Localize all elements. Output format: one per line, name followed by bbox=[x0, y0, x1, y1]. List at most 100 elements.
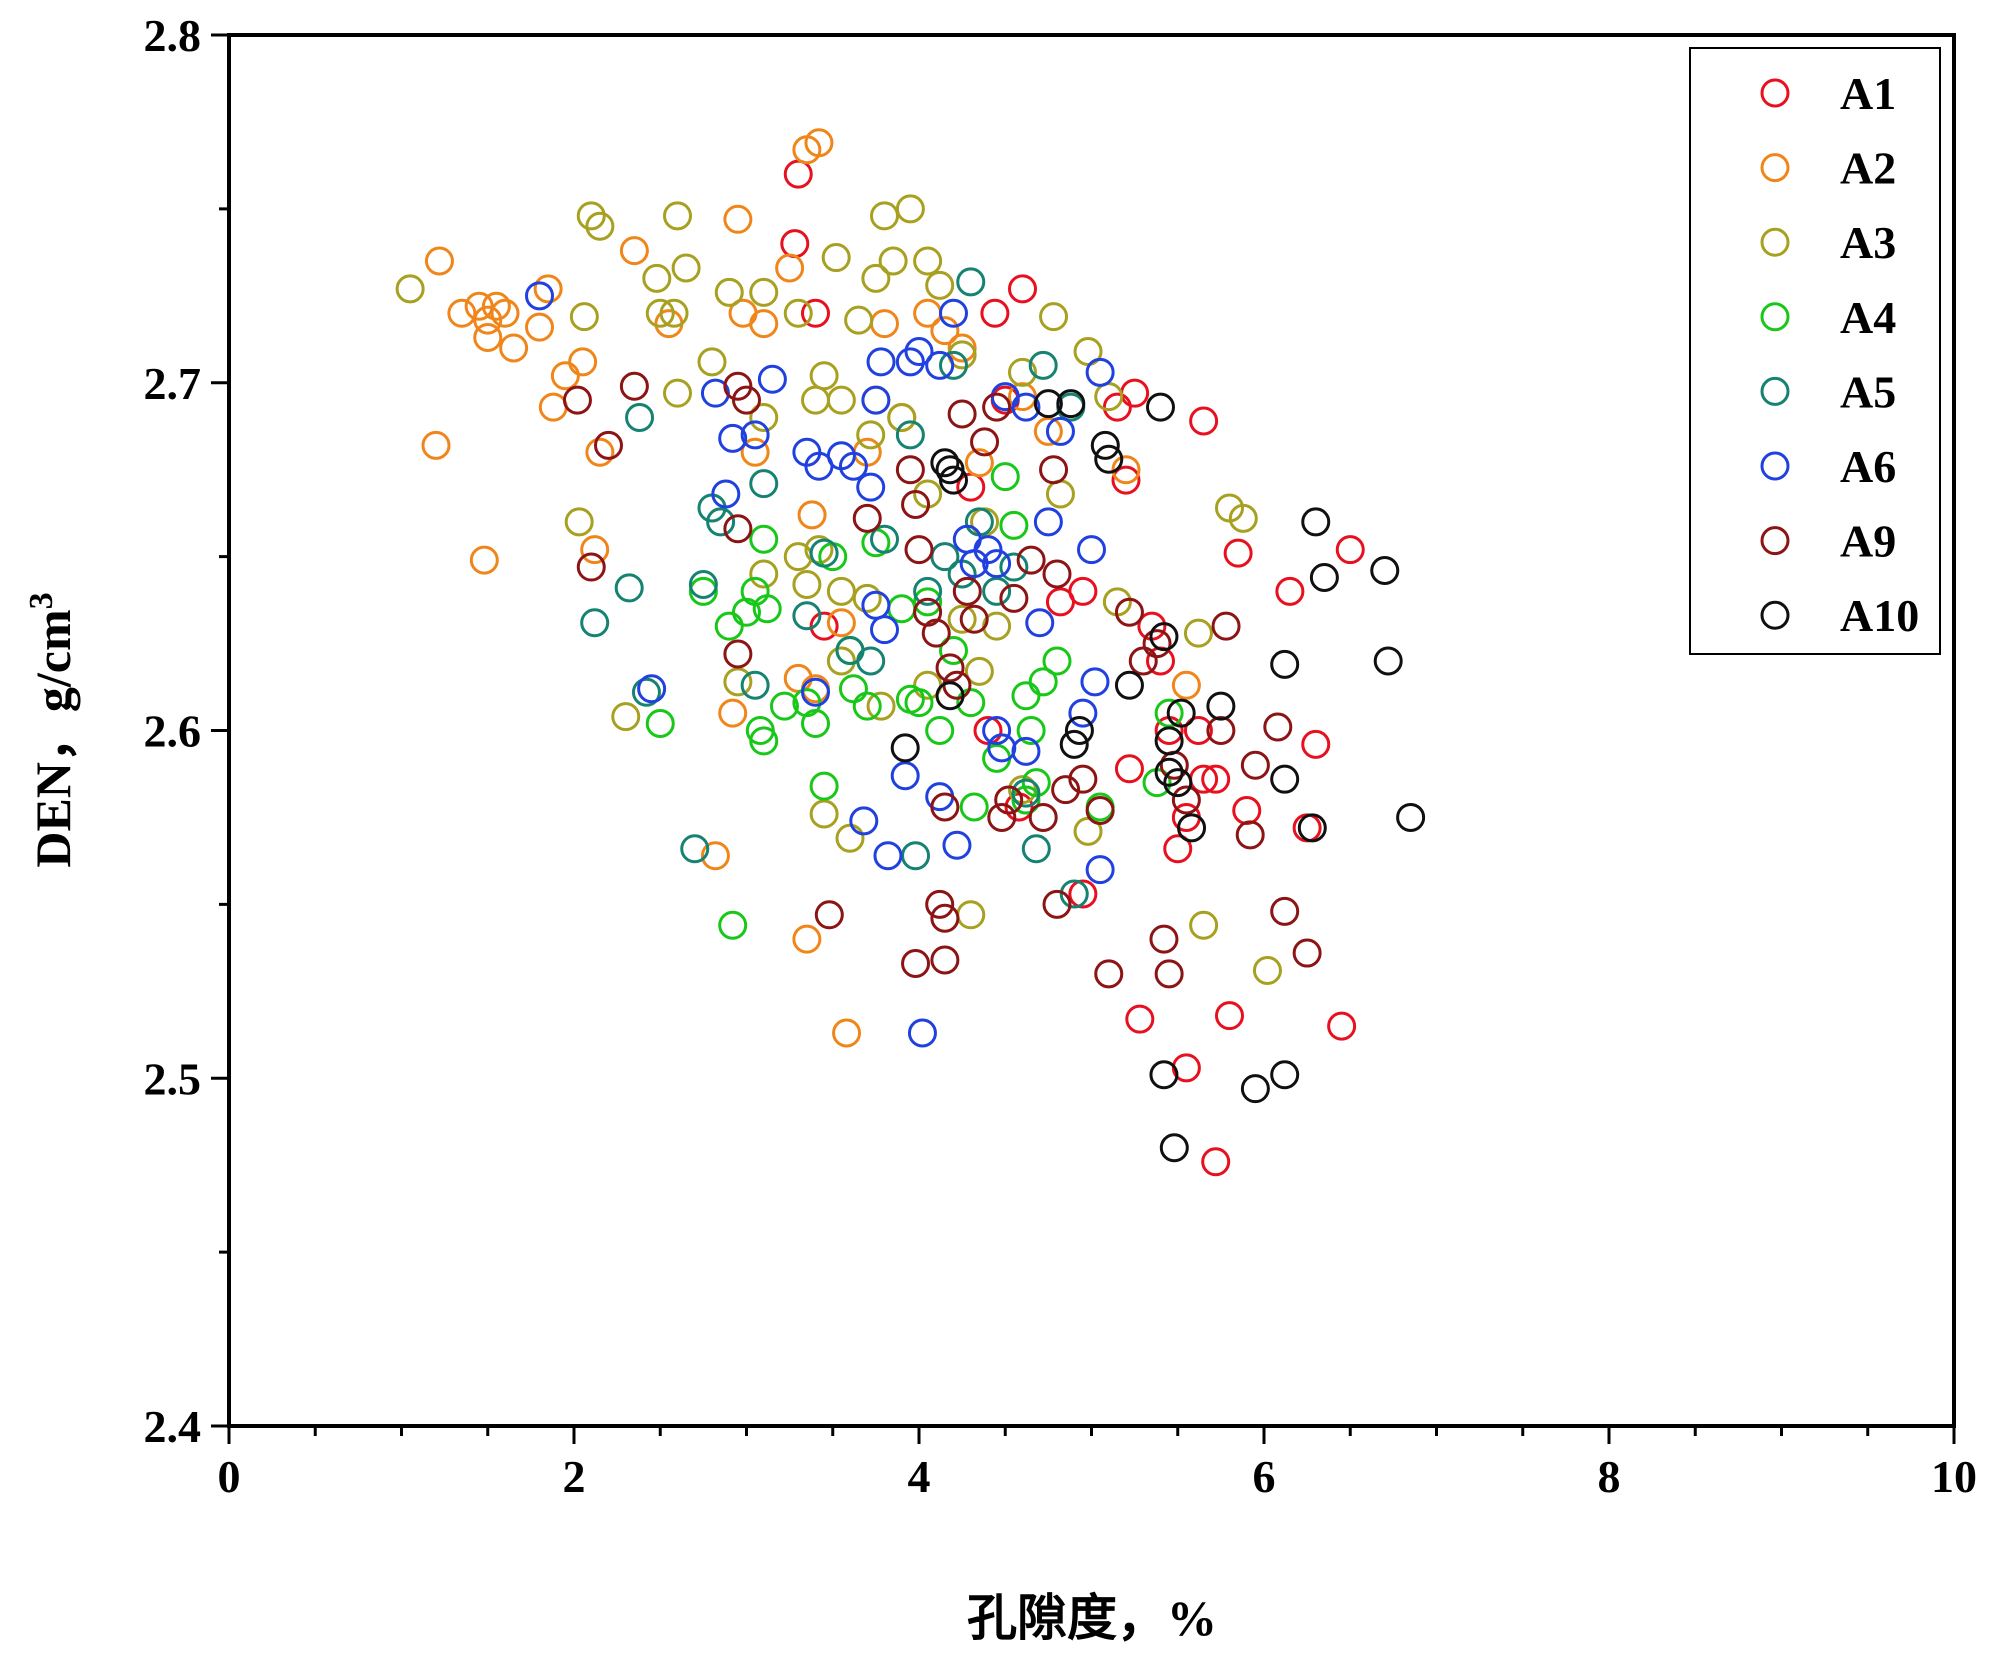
data-point-a9 bbox=[1094, 959, 1124, 989]
data-point-a2 bbox=[499, 333, 529, 363]
legend-label: A2 bbox=[1840, 143, 1896, 194]
y-tick-labels: 2.4 2.5 2.6 2.7 2.8 bbox=[144, 10, 202, 1452]
data-point-a9 bbox=[930, 903, 960, 933]
data-point-a9 bbox=[1085, 795, 1115, 825]
data-point-a9 bbox=[921, 618, 951, 648]
data-point-a10 bbox=[1146, 392, 1175, 422]
y-axis-title: DEN，g/cm3 bbox=[23, 592, 81, 867]
y-axis-title-main: DEN，g/cm bbox=[25, 609, 81, 867]
data-point-a3 bbox=[714, 277, 744, 307]
data-point-a9 bbox=[994, 785, 1024, 815]
data-point-a9 bbox=[1263, 712, 1293, 742]
data-point-a6 bbox=[982, 716, 1012, 745]
data-point-a9 bbox=[723, 639, 753, 669]
data-point-a9 bbox=[1142, 629, 1172, 659]
data-point-a3 bbox=[564, 507, 594, 537]
data-point-a9 bbox=[1206, 716, 1236, 745]
data-point-a6 bbox=[838, 451, 868, 481]
data-point-a9 bbox=[594, 430, 623, 460]
data-point-a5 bbox=[749, 469, 779, 499]
data-point-a4 bbox=[714, 611, 744, 641]
data-point-a3 bbox=[1252, 955, 1282, 985]
data-point-a2 bbox=[1033, 416, 1063, 446]
data-point-a5 bbox=[1021, 834, 1051, 864]
data-point-a9 bbox=[959, 604, 989, 634]
data-point-a9 bbox=[1114, 597, 1144, 627]
data-point-a9 bbox=[901, 489, 931, 519]
data-point-a2 bbox=[740, 437, 770, 467]
data-point-a6 bbox=[1011, 736, 1041, 766]
data-point-a1 bbox=[1335, 535, 1365, 565]
legend-marker bbox=[1760, 600, 1790, 630]
data-point-a10 bbox=[1297, 813, 1327, 843]
data-point-a10 bbox=[1033, 389, 1063, 419]
data-point-a10 bbox=[1166, 698, 1196, 728]
data-point-a4 bbox=[1011, 681, 1041, 711]
data-point-a9 bbox=[935, 653, 965, 683]
data-point-a4 bbox=[801, 709, 830, 739]
data-point-a3 bbox=[663, 378, 692, 408]
data-point-a6 bbox=[1085, 357, 1115, 387]
data-point-a3 bbox=[913, 246, 943, 276]
data-point-a5 bbox=[870, 524, 899, 554]
data-point-a5 bbox=[939, 350, 968, 380]
data-point-a5 bbox=[631, 677, 661, 707]
data-point-a9 bbox=[723, 371, 753, 401]
legend-marker bbox=[1760, 153, 1790, 183]
data-point-a10 bbox=[1301, 507, 1331, 537]
data-point-a9 bbox=[1171, 785, 1201, 815]
data-point-a5 bbox=[614, 573, 644, 603]
legend-item-a2: A2 bbox=[1760, 143, 1896, 194]
data-point-a6 bbox=[718, 423, 748, 453]
data-point-a3 bbox=[895, 194, 925, 224]
data-point-a9 bbox=[987, 802, 1017, 832]
data-point-a3 bbox=[826, 576, 856, 606]
data-point-a6 bbox=[861, 385, 891, 415]
legend-label: A3 bbox=[1840, 217, 1896, 268]
data-point-a2 bbox=[1171, 670, 1201, 700]
data-point-a4 bbox=[838, 674, 868, 704]
legend-label: A5 bbox=[1840, 366, 1896, 417]
data-point-a10 bbox=[1270, 1060, 1300, 1090]
data-point-a10 bbox=[1064, 716, 1094, 745]
data-point-a6 bbox=[866, 347, 896, 377]
data-point-a3 bbox=[870, 201, 899, 231]
data-point-a10 bbox=[1309, 562, 1339, 592]
data-point-a10 bbox=[1114, 670, 1144, 700]
data-point-a1 bbox=[1102, 392, 1132, 422]
data-point-a5 bbox=[1059, 879, 1089, 909]
data-point-a3 bbox=[585, 211, 615, 241]
data-point-a10 bbox=[1090, 430, 1120, 460]
legend-box bbox=[1689, 47, 1941, 655]
data-point-a2 bbox=[424, 246, 454, 276]
data-point-a2 bbox=[832, 1018, 862, 1048]
data-point-a1 bbox=[1215, 1001, 1244, 1031]
data-point-a5 bbox=[740, 670, 770, 700]
data-point-a10 bbox=[1149, 622, 1179, 652]
data-point-a4 bbox=[1021, 768, 1051, 798]
data-point-a10 bbox=[1206, 691, 1236, 721]
data-point-a3 bbox=[749, 403, 779, 433]
data-point-a10 bbox=[890, 733, 920, 763]
data-point-a2 bbox=[481, 291, 511, 321]
legend-marker bbox=[1760, 302, 1790, 332]
data-point-a5 bbox=[688, 569, 718, 599]
data-point-a3 bbox=[866, 691, 896, 721]
data-point-a10 bbox=[935, 681, 965, 711]
legend-item-a9: A9 bbox=[1760, 516, 1896, 567]
data-point-a2 bbox=[804, 128, 834, 158]
data-point-a9 bbox=[1149, 924, 1179, 954]
data-point-a6 bbox=[525, 281, 554, 311]
data-point-a6 bbox=[939, 298, 968, 328]
data-point-a1 bbox=[1275, 576, 1305, 606]
data-point-a9 bbox=[1028, 802, 1058, 832]
data-point-a4 bbox=[732, 597, 761, 627]
data-point-a10 bbox=[1154, 757, 1184, 787]
data-point-a6 bbox=[849, 806, 879, 836]
data-point-a3 bbox=[395, 274, 425, 304]
data-point-a2 bbox=[826, 608, 856, 638]
data-point-a5 bbox=[580, 608, 610, 638]
data-point-a1 bbox=[1301, 729, 1331, 759]
data-point-a1 bbox=[1223, 538, 1253, 568]
data-point-a9 bbox=[895, 455, 925, 485]
